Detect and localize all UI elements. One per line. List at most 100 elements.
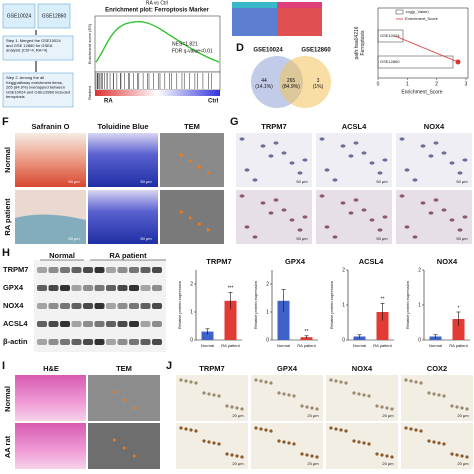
cell	[390, 407, 394, 411]
band	[37, 285, 47, 291]
micrograph	[251, 375, 323, 421]
cell	[329, 378, 333, 382]
band	[106, 303, 116, 309]
cell	[297, 228, 303, 232]
panel-label: G	[230, 116, 239, 128]
row-label: RA patient	[3, 198, 12, 236]
cell	[334, 427, 338, 431]
gsea-frame	[94, 15, 221, 73]
column-header: Safranin O	[32, 122, 70, 131]
band	[71, 321, 82, 327]
cell	[254, 378, 258, 382]
arrow	[189, 216, 193, 220]
legend-swatch	[395, 9, 404, 15]
band	[48, 303, 59, 309]
cell	[254, 426, 258, 430]
micrograph	[176, 423, 248, 469]
arrow	[198, 222, 202, 226]
scale-bar: 20 μm	[307, 413, 319, 418]
cell	[289, 161, 295, 165]
band	[37, 339, 47, 345]
column-header: NOX4	[352, 364, 373, 373]
cell	[353, 141, 359, 145]
cell	[419, 429, 423, 433]
scale-bar: 50 μm	[376, 236, 388, 241]
cell	[287, 441, 291, 445]
band	[60, 303, 70, 309]
arrow	[123, 446, 127, 450]
category-label: GSE10024	[380, 33, 400, 38]
gsea-y-label: Enrichment score (ES)	[87, 23, 92, 64]
cell	[340, 144, 346, 148]
row-label: Normal	[3, 386, 12, 412]
gsea-fdr: FDR q-value<0.01	[172, 48, 213, 54]
cell	[352, 439, 356, 443]
cell	[404, 168, 410, 172]
cell	[369, 218, 375, 222]
cell	[377, 228, 383, 232]
scale-bar: 50 μm	[140, 236, 152, 241]
cell	[212, 441, 216, 445]
band	[71, 303, 82, 309]
micrograph	[316, 133, 392, 187]
cell	[437, 393, 441, 397]
cell	[441, 208, 447, 212]
band	[117, 339, 128, 345]
cell	[455, 453, 459, 457]
band	[48, 321, 59, 327]
y-tick-label: 2	[190, 281, 193, 287]
band	[83, 321, 93, 327]
cell	[412, 235, 418, 239]
y-tick-label: 0	[266, 337, 269, 343]
cell	[457, 171, 463, 175]
y-tick-label: 1	[342, 302, 345, 308]
cell	[184, 379, 188, 383]
cell	[260, 144, 266, 148]
bar	[224, 300, 237, 340]
y-axis-label: Relative protein expression	[329, 281, 334, 329]
cell	[273, 198, 279, 202]
y-tick-label: 1	[418, 302, 421, 308]
cell	[324, 225, 330, 229]
cell	[282, 440, 286, 444]
cell	[367, 394, 371, 398]
y-axis-label: Relative protein expression	[253, 281, 258, 329]
category-box	[377, 29, 404, 43]
micrograph	[160, 190, 224, 244]
cell	[385, 406, 389, 410]
scale-bar: 20 μm	[232, 461, 244, 466]
y-axis-label: Relative protein expression	[405, 281, 410, 329]
cell	[194, 429, 198, 433]
band	[140, 303, 151, 309]
cell	[287, 393, 291, 397]
column-header: NOX4	[424, 122, 445, 131]
band	[129, 285, 139, 291]
band	[129, 321, 139, 327]
cell	[297, 171, 303, 175]
cell	[367, 442, 371, 446]
significance: *	[458, 305, 460, 311]
cell	[362, 441, 366, 445]
column-header: TEM	[184, 122, 200, 131]
arrow	[207, 228, 211, 232]
arrow	[113, 438, 117, 442]
cell	[189, 428, 193, 432]
band	[106, 321, 116, 327]
scale-bar: 20 μm	[457, 461, 469, 466]
chart-title: GPX4	[285, 257, 306, 266]
cell	[281, 151, 287, 155]
cell	[380, 453, 384, 457]
band	[83, 267, 93, 273]
scale-bar: 50 μm	[296, 236, 308, 241]
cell	[362, 393, 366, 397]
cell	[310, 406, 314, 410]
cell	[310, 454, 314, 458]
cell	[217, 442, 221, 446]
band	[152, 267, 162, 273]
micrograph	[176, 375, 248, 421]
cell	[319, 194, 325, 198]
cell	[404, 426, 408, 430]
cell	[240, 455, 244, 459]
cell	[202, 439, 206, 443]
cell	[324, 168, 330, 172]
